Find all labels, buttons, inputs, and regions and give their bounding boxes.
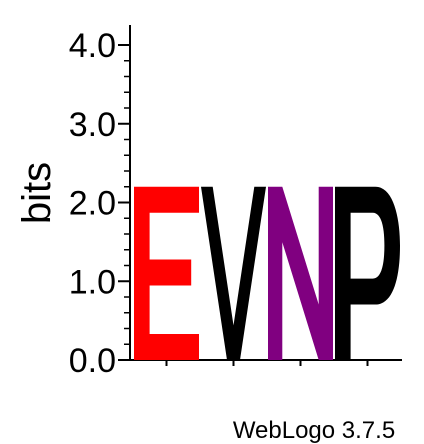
y-tick-label: 2.0 [69, 185, 116, 223]
logo-letter-e-pos-1 [134, 186, 199, 360]
y-tick-label: 3.0 [69, 106, 116, 144]
letter-glyph [335, 186, 400, 360]
logo-letter-n-pos-3 [268, 186, 333, 360]
y-tick-label: 1.0 [69, 263, 116, 301]
logo-letter-p-pos-4 [335, 186, 400, 360]
x-axis [130, 359, 402, 366]
letter-glyph [134, 186, 199, 360]
logo-letters [134, 186, 400, 360]
logo-letter-v-pos-2 [201, 186, 266, 360]
y-axis-label: bits [15, 162, 59, 224]
y-tick-label: 4.0 [69, 27, 116, 65]
letter-glyph [201, 186, 266, 360]
footer-credit: WebLogo 3.7.5 [233, 417, 395, 444]
y-axis: 0.0 1.0 2.0 3.0 4.0 [69, 25, 131, 380]
y-tick-label: 0.0 [69, 342, 116, 380]
letter-glyph [268, 186, 333, 360]
